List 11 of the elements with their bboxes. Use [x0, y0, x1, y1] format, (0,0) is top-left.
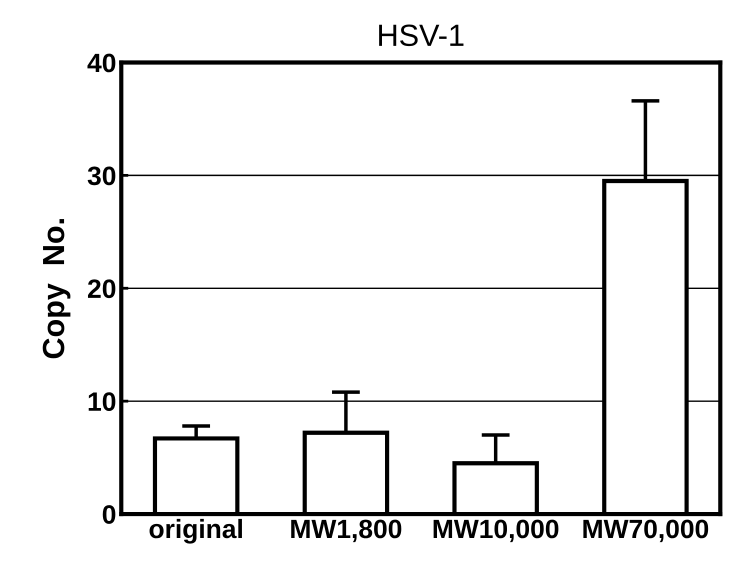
x-tick-label: MW1,800	[291, 520, 402, 542]
y-tick-label: 10	[88, 392, 116, 411]
y-tick-label: 0	[102, 505, 116, 524]
x-tick-label: MW70,000	[583, 520, 708, 542]
x-tick-label: MW10,000	[434, 520, 558, 542]
y-tick-label: 20	[88, 279, 116, 298]
y-axis-title: Copy No.	[42, 219, 70, 358]
chart-title: HSV-1	[379, 24, 464, 46]
y-tick-label: 30	[88, 166, 116, 186]
x-tick-label: original	[150, 518, 242, 544]
y-tick-label: 40	[87, 54, 116, 72]
